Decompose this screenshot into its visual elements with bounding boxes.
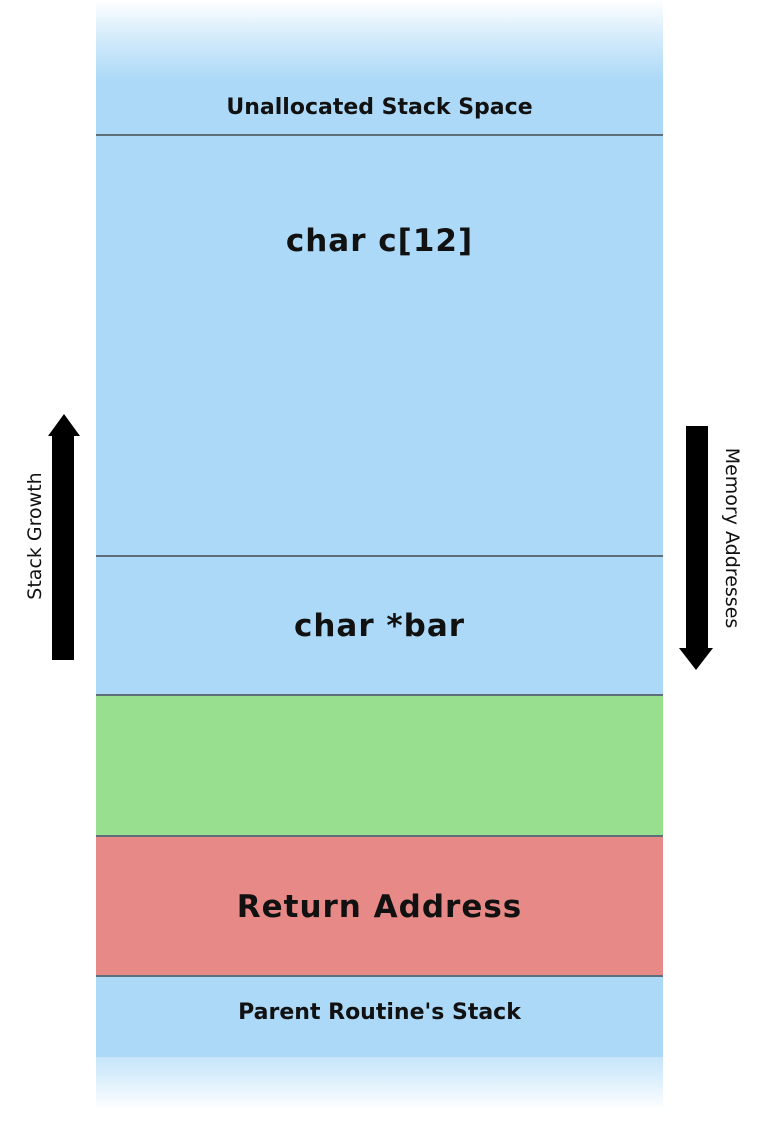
- divider-line: [96, 555, 663, 557]
- parent-routine-stack-label: Parent Routine's Stack: [238, 999, 521, 1025]
- divider-line: [96, 975, 663, 977]
- top-fade: [96, 0, 663, 80]
- arrow-up-icon: [48, 414, 80, 660]
- divider-line: [96, 694, 663, 696]
- arrow-down-icon: [679, 426, 713, 670]
- unallocated-stack-space-label: Unallocated Stack Space: [226, 95, 533, 120]
- char-array-block: char c[12]: [96, 136, 663, 556]
- char-pointer-label: char *bar: [293, 608, 466, 644]
- saved-frame-block: [96, 696, 663, 835]
- unallocated-stack-space-block: Unallocated Stack Space: [96, 80, 663, 135]
- stack-column: Unallocated Stack Space char c[12] char …: [96, 0, 663, 1124]
- stack-growth-label: Stack Growth: [24, 472, 46, 600]
- char-array-label: char c[12]: [285, 223, 474, 259]
- bottom-fade: [96, 1028, 663, 1110]
- char-pointer-block: char *bar: [96, 557, 663, 695]
- return-address-label: Return Address: [236, 888, 523, 925]
- return-address-block: Return Address: [96, 837, 663, 976]
- divider-line: [96, 835, 663, 837]
- memory-addresses-label: Memory Addresses: [721, 447, 743, 629]
- divider-line: [96, 134, 663, 136]
